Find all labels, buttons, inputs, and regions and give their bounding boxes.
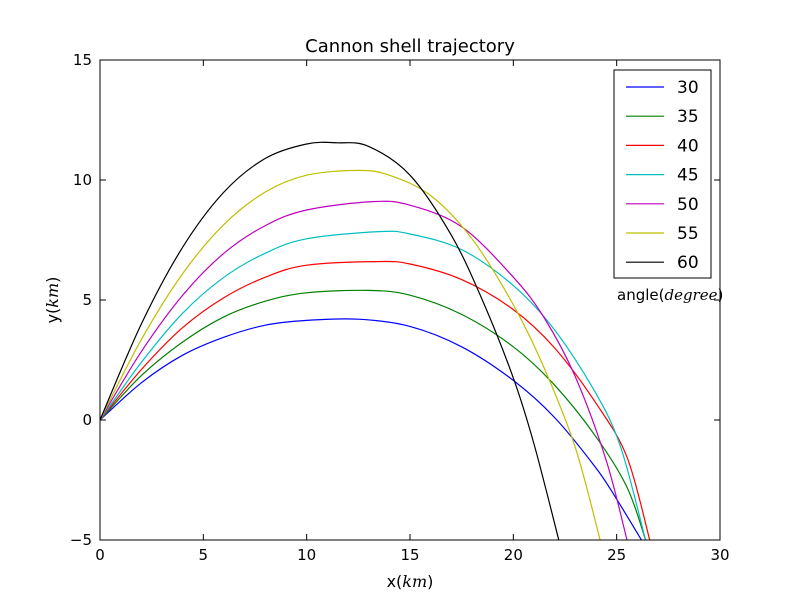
- legend-title: angle(degree): [617, 286, 723, 304]
- x-tick-label: 5: [199, 546, 209, 564]
- series-line-30: [100, 318, 642, 540]
- y-axis-label: y(km): [43, 277, 62, 324]
- legend-label-60: 60: [677, 253, 699, 273]
- legend: 30 35 40 45 50 55 60: [613, 69, 712, 279]
- y-tick-label: 0: [82, 411, 92, 429]
- series-line-45: [100, 230, 647, 540]
- x-tick-label: 0: [95, 546, 105, 564]
- x-tick-label: 25: [607, 546, 626, 564]
- legend-label-30: 30: [677, 78, 699, 98]
- legend-entries: 30 35 40 45 50 55 60: [626, 78, 699, 273]
- series-line-60: [100, 141, 560, 540]
- legend-title-unit: degree: [664, 286, 717, 304]
- x-axis-label: x(km): [387, 572, 434, 591]
- y-tick-label: −5: [70, 531, 92, 549]
- series-line-40: [100, 260, 651, 540]
- legend-title-suffix: ): [717, 286, 723, 304]
- x-axis-label-unit: km: [402, 572, 427, 591]
- legend-label-55: 55: [677, 224, 699, 244]
- y-tick-label: 5: [82, 291, 92, 309]
- y-axis-label-unit: km: [43, 283, 62, 308]
- series-line-55: [100, 169, 601, 540]
- series-layer: [100, 141, 651, 540]
- series-line-35: [100, 289, 647, 540]
- x-tick-label: 10: [297, 546, 316, 564]
- legend-title-prefix: angle(: [617, 286, 664, 304]
- y-axis-label-suffix: ): [43, 277, 62, 283]
- x-axis-label-prefix: x(: [387, 572, 403, 591]
- x-tick-label: 30: [710, 546, 729, 564]
- legend-label-35: 35: [677, 107, 699, 127]
- legend-label-40: 40: [677, 136, 699, 156]
- x-tick-label: 15: [400, 546, 419, 564]
- legend-label-50: 50: [677, 195, 699, 215]
- legend-label-45: 45: [677, 166, 699, 186]
- chart-title: Cannon shell trajectory: [305, 36, 515, 57]
- series-line-50: [100, 200, 628, 540]
- y-tick-label: 15: [73, 51, 92, 69]
- x-tick-label: 20: [504, 546, 523, 564]
- x-axis-label-suffix: ): [427, 572, 433, 591]
- y-tick-label: 10: [73, 171, 92, 189]
- y-axis-label-prefix: y(: [43, 308, 62, 324]
